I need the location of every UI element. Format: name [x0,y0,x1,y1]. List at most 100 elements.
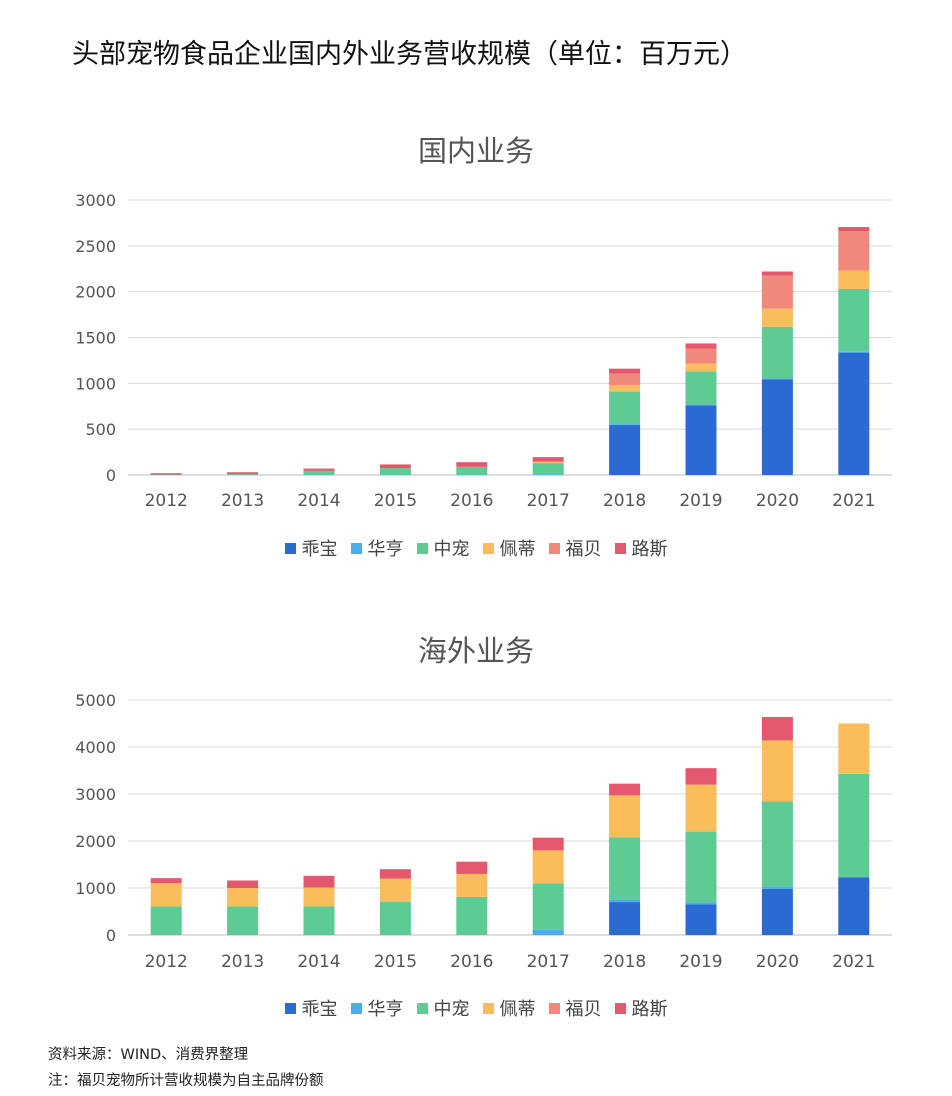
bar-segment-华亨 [532,474,564,475]
bar-segment-佩蒂 [303,887,335,907]
bar-segment-佩蒂 [379,878,411,902]
bar-segment-路斯 [150,878,182,884]
bar-segment-中宠 [532,463,564,475]
legend-label: 华亨 [367,539,404,560]
legend-swatch [416,1002,428,1014]
legend-item: 乖宝 [284,995,338,1021]
y-tick-label: 3000 [75,785,116,804]
legend-swatch [482,1002,494,1014]
bar-segment-佩蒂 [685,784,717,832]
bar-segment-中宠 [227,906,259,935]
bar-segment-乖宝 [761,379,793,475]
bar-segment-中宠 [150,906,182,935]
y-tick-label: 2500 [75,237,116,256]
x-tick-label: 2018 [603,952,646,972]
legend-swatch [284,1002,296,1014]
bar-segment-乖宝 [761,888,793,935]
bar-segment-路斯 [150,473,182,475]
y-tick-label: 1000 [75,879,116,898]
bar-segment-佩蒂 [761,308,793,327]
x-tick-label: 2017 [527,491,570,511]
bar-segment-佩蒂 [838,723,870,774]
y-tick-label: 4000 [75,738,116,757]
bar-segment-佩蒂 [838,270,870,289]
bar-segment-乖宝 [838,877,870,935]
legend-label: 中宠 [433,999,470,1020]
bar-segment-中宠 [761,326,793,379]
legend-swatch [548,1002,560,1014]
bar-segment-华亨 [609,899,641,903]
x-tick-label: 2021 [832,952,875,972]
bar-segment-路斯 [532,837,564,851]
bar-segment-路斯 [227,472,259,475]
bar-segment-中宠 [761,801,793,887]
bar-segment-华亨 [685,404,717,406]
bar-segment-中宠 [456,896,488,935]
bar-segment-中宠 [379,901,411,935]
x-tick-label: 2020 [756,952,799,972]
bar-segment-路斯 [303,468,335,471]
bar-segment-佩蒂 [532,461,564,464]
x-tick-label: 2017 [527,952,570,972]
x-tick-label: 2016 [450,952,493,972]
bar-segment-中宠 [609,391,641,425]
bar-segment-乖宝 [838,352,870,475]
bar-segment-路斯 [761,271,793,276]
legend-label: 乖宝 [301,999,338,1020]
y-tick-label: 2000 [75,832,116,851]
bar-segment-福贝 [838,231,870,271]
bar-segment-路斯 [227,880,259,888]
legend-label: 佩蒂 [499,999,536,1020]
chart-plot-overseas: 0 1000 2000 3000 4000 5000 2012 2013 2014 2015 201… [75,691,892,972]
bar-segment-乖宝 [609,902,641,935]
bar-segment-华亨 [532,929,564,935]
legend-label: 中宠 [433,539,470,560]
x-tick-label: 2014 [297,952,340,972]
legend-swatch [614,542,626,554]
legend-item: 佩蒂 [482,535,536,561]
bar-segment-中宠 [609,837,641,900]
legend-item: 中宠 [416,535,470,561]
x-tick-label: 2019 [679,491,722,511]
footnote-note: 注：福贝宠物所计营收规模为自主品牌份额 [48,1073,324,1089]
bar-segment-佩蒂 [150,883,182,907]
bar-segment-路斯 [838,227,870,232]
legend-swatch [350,542,362,554]
bar-segment-乖宝 [685,904,717,935]
x-tick-label: 2014 [297,491,340,511]
bar-segment-中宠 [685,371,717,405]
legend-label: 福贝 [565,999,602,1020]
bar-segment-佩蒂 [761,740,793,802]
legend-item: 福贝 [548,995,602,1021]
bar-segment-中宠 [456,466,488,475]
x-tick-label: 2018 [603,491,646,511]
x-tick-label: 2016 [450,491,493,511]
bar-segment-乖宝 [609,425,641,475]
legend: 乖宝 华亨 中宠 佩蒂 福贝 路斯 [0,995,952,1021]
bar-segment-佩蒂 [227,888,259,907]
bar-segment-路斯 [685,343,717,349]
bar-segment-中宠 [227,474,259,475]
bar-segment-华亨 [761,378,793,380]
y-tick-label: 3000 [75,191,116,210]
legend-swatch [548,542,560,554]
chart-title: 海外业务 [417,634,534,668]
bar-segment-福贝 [761,275,793,309]
legend-item: 路斯 [614,535,668,561]
x-tick-label: 2013 [221,952,264,972]
x-tick-label: 2012 [145,952,188,972]
legend-swatch [350,1002,362,1014]
x-tick-label: 2013 [221,491,264,511]
bar-segment-中宠 [685,831,717,903]
bar-segment-佩蒂 [609,385,641,392]
bar-segment-中宠 [838,773,870,878]
bar-segment-中宠 [838,288,870,352]
x-tick-label: 2015 [374,952,417,972]
bar-segment-佩蒂 [685,363,717,372]
bar-segment-华亨 [609,424,641,426]
bar-segment-路斯 [456,861,488,874]
y-tick-label: 1000 [75,374,116,393]
bar-segment-路斯 [609,368,641,374]
bar-segment-路斯 [379,464,411,469]
bar-segment-华亨 [761,886,793,889]
